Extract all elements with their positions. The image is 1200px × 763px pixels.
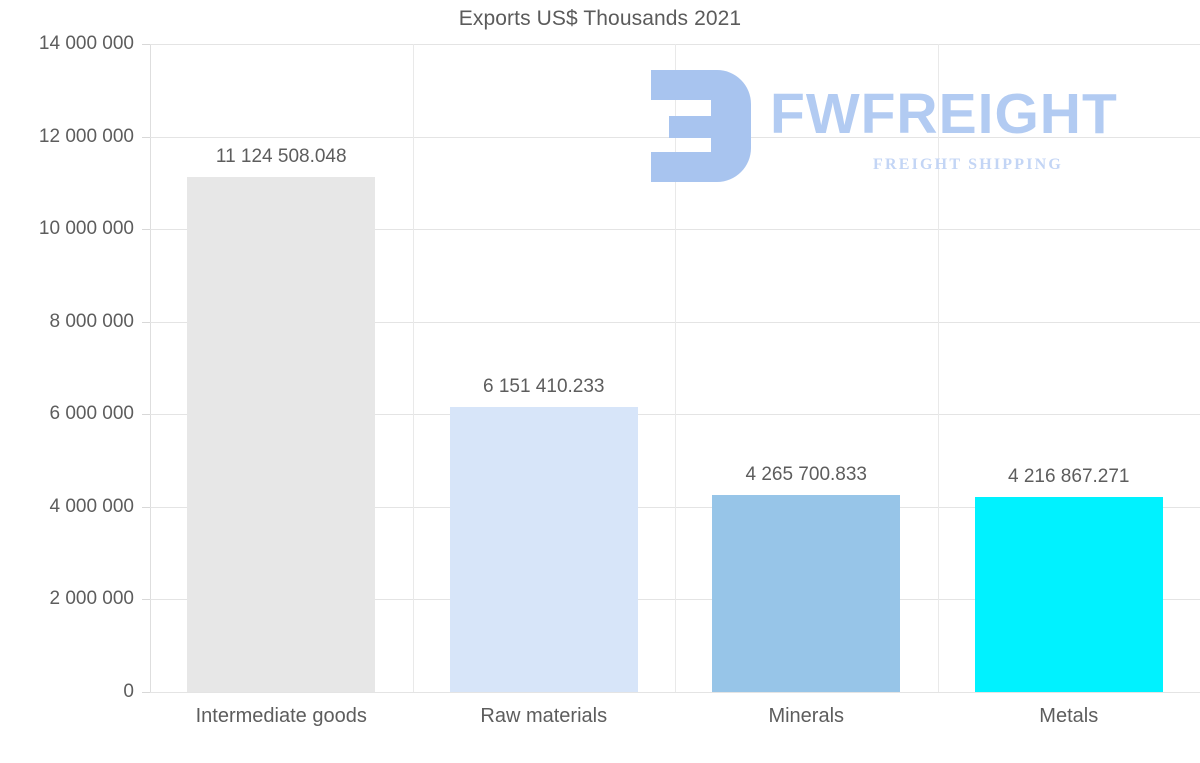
y-axis-line xyxy=(150,44,151,692)
bar-value-label: 4 216 867.271 xyxy=(1007,465,1130,487)
y-axis-tick-label: 4 000 000 xyxy=(49,495,134,517)
bar-value-label: 11 124 508.048 xyxy=(215,146,347,168)
y-axis-tick-mark xyxy=(142,506,150,508)
chart-title: Exports US$ Thousands 2021 xyxy=(458,7,742,30)
x-axis-category-label: Raw materials xyxy=(480,705,608,727)
bar-value-label: 4 265 700.833 xyxy=(745,463,867,485)
x-axis-category-label: Minerals xyxy=(768,705,845,727)
gridline-vertical xyxy=(937,44,939,692)
gridline-horizontal xyxy=(150,692,1200,693)
bar[interactable] xyxy=(974,496,1163,692)
y-axis-tick-mark xyxy=(142,599,150,601)
x-axis-category-label: Intermediate goods xyxy=(195,705,367,727)
y-axis-tick-label: 6 000 000 xyxy=(49,403,134,425)
gridline-vertical xyxy=(412,44,414,692)
y-axis-tick-label: 0 xyxy=(123,681,134,702)
bar[interactable] xyxy=(187,177,376,692)
y-axis-tick-mark xyxy=(142,136,150,138)
x-axis-category-label: Metals xyxy=(1039,705,1099,727)
y-axis-tick-label: 12 000 000 xyxy=(38,125,134,147)
y-axis-tick-label: 10 000 000 xyxy=(38,218,134,240)
y-axis-tick-mark xyxy=(142,321,150,323)
y-axis-tick-label: 14 000 000 xyxy=(38,33,134,54)
y-axis-tick-mark xyxy=(142,229,150,231)
bar-value-label: 6 151 410.233 xyxy=(482,376,605,398)
bar[interactable] xyxy=(449,407,638,692)
y-axis-tick-mark xyxy=(142,692,150,693)
y-axis-tick-mark xyxy=(142,44,150,45)
y-axis-tick-label: 2 000 000 xyxy=(49,588,134,610)
plot-area: 11 124 508.048 6 151 410.233 4 265 700.833… xyxy=(150,44,1200,693)
y-axis-tick-mark xyxy=(142,414,150,416)
bar[interactable] xyxy=(712,494,901,692)
y-axis-tick-label: 8 000 000 xyxy=(49,310,134,332)
gridline-vertical xyxy=(675,44,676,692)
